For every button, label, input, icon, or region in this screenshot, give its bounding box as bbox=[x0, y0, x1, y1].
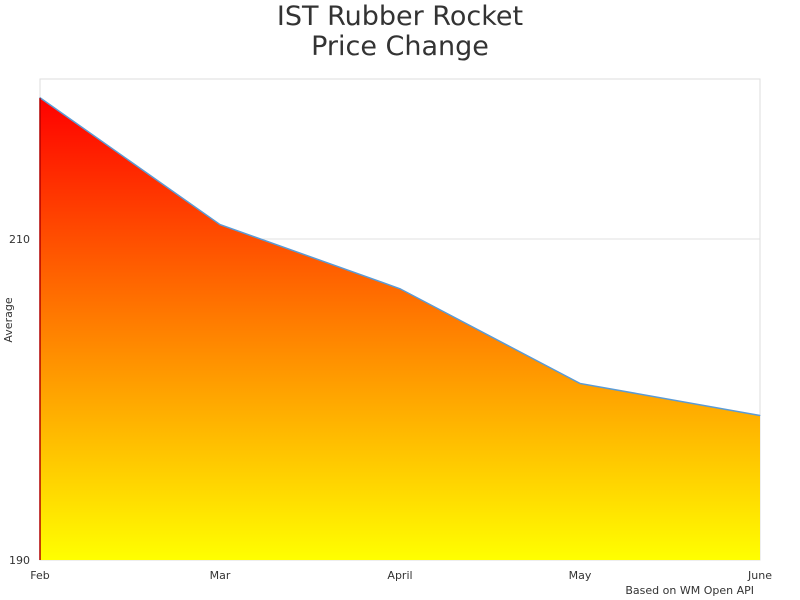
area-fill bbox=[40, 97, 760, 560]
chart-title: IST Rubber Rocket Price Change bbox=[0, 2, 800, 62]
x-tick-label: June bbox=[747, 569, 772, 582]
data-point bbox=[219, 224, 221, 226]
x-tick-label: May bbox=[569, 569, 592, 582]
x-tick-label: April bbox=[387, 569, 412, 582]
data-point bbox=[399, 288, 401, 290]
data-point bbox=[39, 97, 41, 99]
chart-title-line-1: IST Rubber Rocket bbox=[276, 1, 524, 32]
y-tick-label: 190 bbox=[9, 554, 30, 567]
chart-title-line-2: Price Change bbox=[311, 31, 489, 62]
x-tick-label: Feb bbox=[30, 569, 49, 582]
y-tick-label: 210 bbox=[9, 233, 30, 246]
data-point bbox=[759, 415, 761, 417]
x-tick-label: Mar bbox=[210, 569, 231, 582]
footer-credit: Based on WM Open API bbox=[625, 584, 754, 597]
data-point bbox=[579, 382, 581, 384]
y-axis-label: Average bbox=[2, 297, 15, 342]
